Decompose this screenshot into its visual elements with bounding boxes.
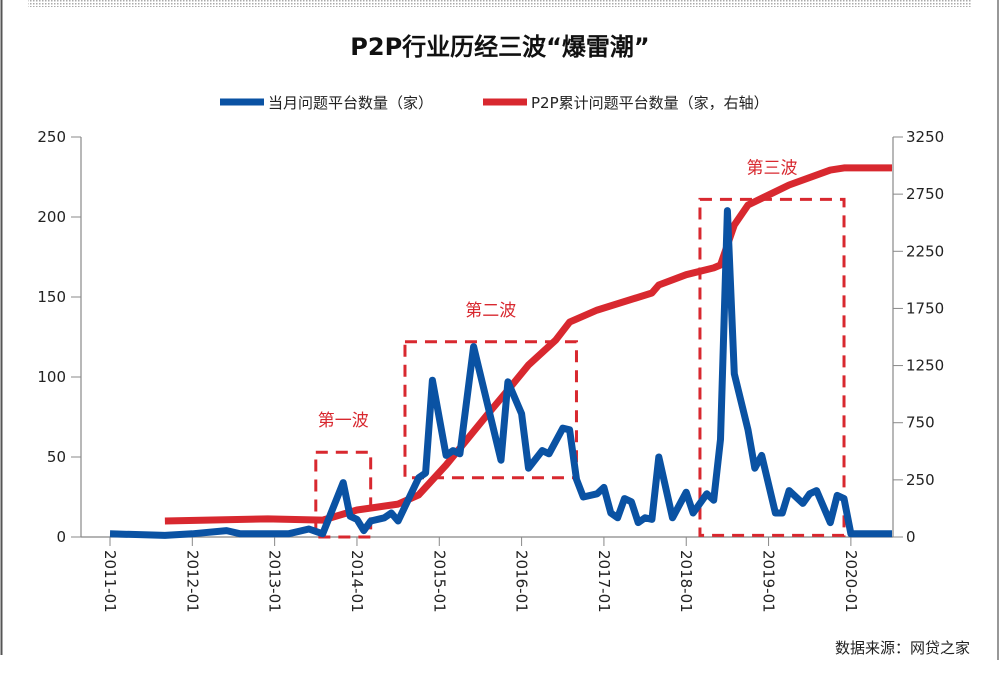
series-lines: [109, 164, 893, 539]
right-tick-label: 2250: [906, 242, 944, 260]
wave-annotations: 第一波 第二波 第三波: [314, 158, 846, 539]
dotted-strip: [28, 0, 972, 7]
x-tick-label: 2020-01: [842, 550, 860, 613]
left-tick-label: 150: [37, 288, 66, 306]
left-tick-label: 100: [37, 368, 66, 386]
wave-box: [314, 450, 373, 539]
wave-label: 第二波: [465, 301, 516, 321]
right-tick-label: 0: [906, 528, 916, 546]
x-tick-label: 2018-01: [677, 550, 695, 613]
legend-label-cumulative: P2P累计问题平台数量（家，右轴）: [531, 94, 769, 112]
series-line-monthly: [109, 207, 892, 539]
legend-label-monthly: 当月问题平台数量（家）: [268, 94, 433, 112]
left-tick-label: 250: [37, 128, 66, 146]
right-tick-label: 2750: [906, 185, 944, 203]
x-tick-label: 2012-01: [183, 550, 201, 613]
right-tick-label: 250: [906, 471, 935, 489]
x-tick-label: 2017-01: [595, 550, 613, 613]
x-tick-label: 2014-01: [348, 550, 366, 613]
x-tick-label: 2013-01: [266, 550, 284, 613]
x-tick-label: 2016-01: [513, 550, 531, 613]
wave-label: 第三波: [746, 158, 797, 178]
source-note: 数据来源：网贷之家: [835, 639, 970, 657]
chart-title: P2P行业历经三波“爆雷潮”: [350, 33, 649, 61]
wave-label: 第一波: [318, 411, 369, 431]
wave-box: [403, 340, 578, 480]
right-tick-label: 1750: [906, 299, 944, 317]
left-tick-label: 50: [47, 448, 66, 466]
left-tick-label: 0: [56, 528, 66, 546]
legend: 当月问题平台数量（家） P2P累计问题平台数量（家，右轴）: [220, 94, 769, 112]
x-tick-label: 2011-01: [101, 550, 119, 613]
decor-frame: [0, 0, 999, 660]
right-tick-label: 3250: [906, 128, 944, 146]
right-tick-label: 750: [906, 414, 935, 432]
x-tick-label: 2015-01: [430, 550, 448, 613]
x-tick-label: 2019-01: [760, 550, 778, 613]
left-tick-label: 200: [37, 208, 66, 226]
axes: 0 50 100 150 200 250 0 250 750 1250 1750 2250 2750 32…: [37, 128, 944, 613]
right-tick-label: 1250: [906, 357, 944, 375]
